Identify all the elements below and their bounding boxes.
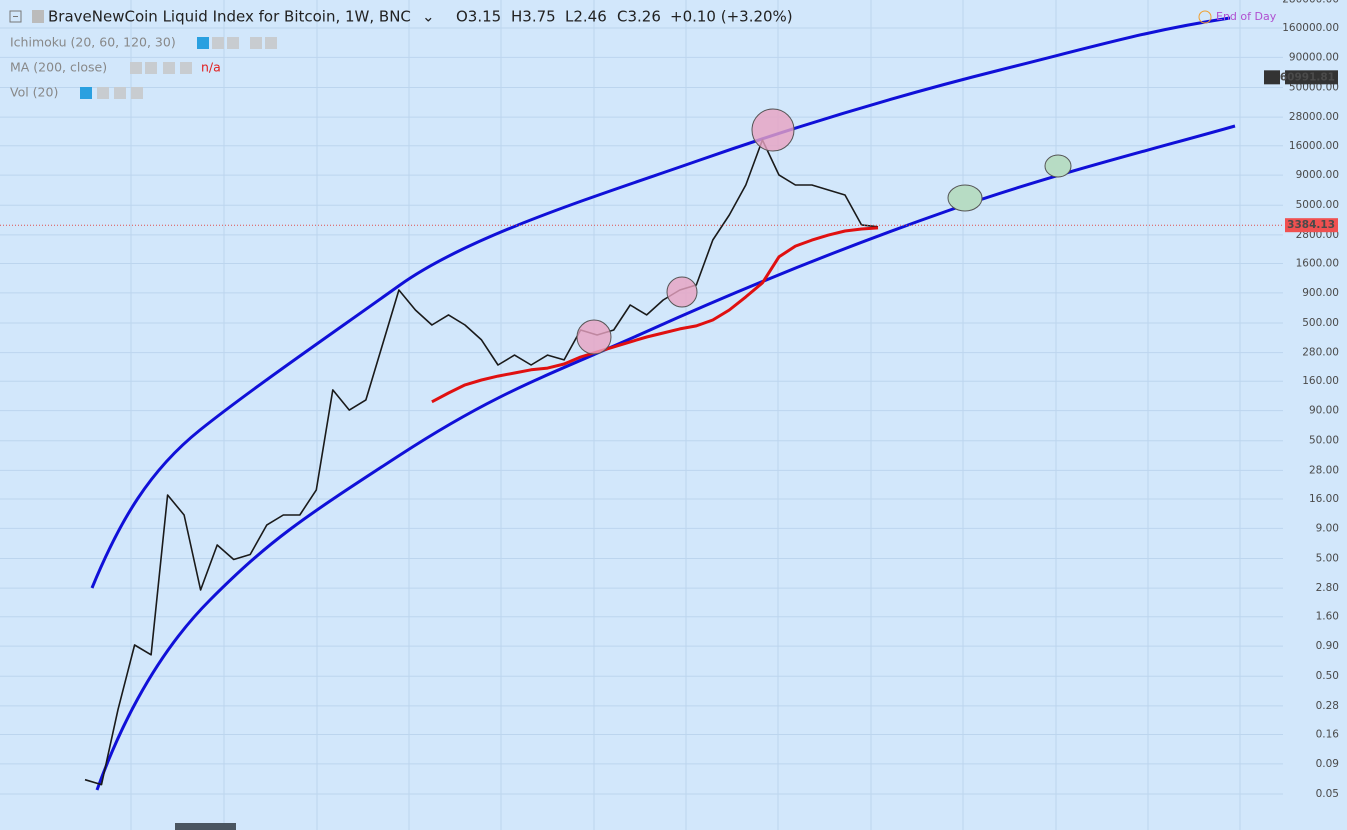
y-tick-label: 90.00 [1309,405,1339,417]
y-tick-label: 160000.00 [1282,22,1339,34]
y-tick-label: 50.00 [1309,435,1339,447]
y-tick-label: 1600.00 [1296,257,1339,269]
y-tick-label: 9.00 [1316,522,1339,534]
moving-average-line [431,226,879,404]
chart-title[interactable]: BraveNewCoin Liquid Index for Bitcoin, 1… [48,8,411,26]
y-tick-label: 5.00 [1316,552,1339,564]
y-tick-label: 900.00 [1302,287,1339,299]
y-tick-label: 16000.00 [1289,140,1339,152]
price-label-box [1285,70,1338,85]
y-tick-label: 0.90 [1316,640,1339,652]
ohlc-high: H3.75 [511,8,556,26]
price-axis [1283,0,1347,830]
price-label: 60991.81 [1280,71,1335,83]
y-tick-label: 90000.00 [1289,51,1339,63]
lower-trend-curve [95,124,1236,791]
session-icon [1198,10,1212,24]
ohlc-open: O3.15 [456,8,501,26]
highlight-circles [576,108,1072,355]
y-tick-label: 50000.00 [1289,81,1339,93]
ohlc-close: C3.26 [617,8,661,26]
symbol-icon [32,10,44,23]
indicator-label[interactable]: MA (200, close) [10,60,107,75]
indicator-value: n/a [201,60,221,75]
indicator-buttons[interactable] [80,37,277,99]
y-tick-label: 2.80 [1316,582,1339,594]
y-tick-label: 28000.00 [1289,111,1339,123]
y-tick-label: 16.00 [1309,493,1339,505]
y-tick-label: 0.50 [1316,670,1339,682]
indicator-label[interactable]: Vol (20) [10,85,58,100]
y-tick-label: 0.05 [1316,788,1339,800]
y-tick-label: 1.60 [1316,611,1339,623]
y-tick-label: 9000.00 [1296,169,1339,181]
collapse-button[interactable] [9,10,22,23]
ohlc-low: L2.46 [565,8,607,26]
price-label: 3384.13 [1287,219,1335,231]
y-tick-label: 500.00 [1302,317,1339,329]
y-tick-label: 280.00 [1302,347,1339,359]
session-label[interactable]: End of Day [1216,10,1277,23]
indicator-label[interactable]: Ichimoku (20, 60, 120, 30) [10,35,176,50]
y-tick-label: 160.00 [1302,375,1339,387]
y-tick-label: 280000.00 [1282,0,1339,5]
y-tick-label: 28.00 [1309,464,1339,476]
price-label-box [1285,218,1338,233]
scroll-handle[interactable] [175,823,236,830]
upper-trend-curve [90,16,1231,589]
crosshair-button [1264,70,1280,85]
ohlc-change: +0.10 (+3.20%) [670,8,793,26]
price-line [84,139,879,786]
symbol-menu[interactable]: ⌄ [422,8,435,26]
y-tick-label: 0.16 [1316,728,1340,740]
y-tick-label: 0.28 [1316,700,1339,712]
y-tick-label: 0.09 [1316,758,1339,770]
y-tick-label: 5000.00 [1296,199,1339,211]
